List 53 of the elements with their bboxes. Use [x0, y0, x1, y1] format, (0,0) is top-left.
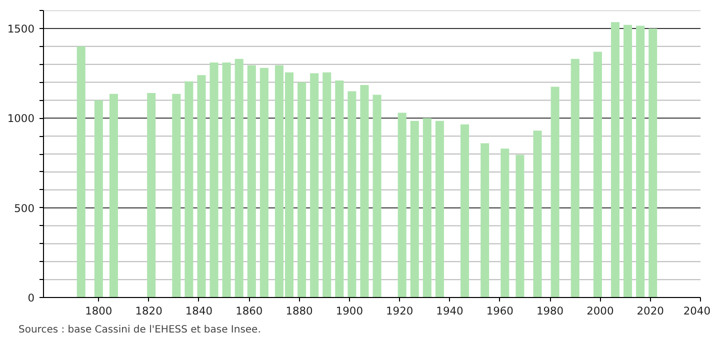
- bar: [624, 24, 632, 298]
- bar: [500, 148, 510, 298]
- y-tick-label: 1500: [7, 22, 35, 36]
- x-tick-label: 1860: [236, 304, 263, 318]
- bar: [298, 82, 306, 298]
- bar: [310, 73, 319, 298]
- bar: [260, 68, 268, 298]
- x-tick-label: 1820: [135, 304, 163, 318]
- bar: [76, 46, 86, 298]
- bar: [516, 154, 524, 298]
- bar: [147, 93, 156, 298]
- bar: [94, 100, 103, 298]
- bar: [360, 84, 369, 298]
- bar: [335, 80, 344, 298]
- x-tick-label: 2020: [636, 304, 664, 318]
- bar: [398, 112, 406, 298]
- x-tick-label: 2040: [683, 304, 710, 318]
- bar: [636, 26, 645, 298]
- bar: [234, 58, 244, 298]
- x-tick-label: 1880: [286, 304, 314, 318]
- x-tick-label: 1900: [336, 304, 364, 318]
- bar: [422, 118, 432, 298]
- bar: [460, 124, 470, 298]
- bar: [593, 52, 602, 298]
- x-tick-label: 1920: [386, 304, 414, 318]
- bar: [348, 91, 356, 298]
- x-tick-label: 1980: [536, 304, 564, 318]
- bar: [610, 22, 620, 298]
- bar: [247, 65, 256, 298]
- x-tick-label: 1940: [436, 304, 464, 318]
- x-tick-label: 1800: [85, 304, 112, 318]
- x-tick-label: 2000: [586, 304, 614, 318]
- bar: [550, 86, 560, 298]
- source-note: Sources : base Cassini de l'EHESS et base Insee.: [18, 324, 261, 336]
- bar: [435, 120, 444, 298]
- bar: [184, 81, 194, 298]
- bar: [197, 75, 206, 298]
- bar: [322, 72, 332, 298]
- bar: [372, 94, 382, 298]
- x-tick-label: 1840: [185, 304, 213, 318]
- y-tick-label: 0: [28, 292, 35, 304]
- y-tick-label: 500: [14, 202, 35, 215]
- bar: [648, 28, 658, 298]
- bar: [570, 58, 580, 298]
- bar: [480, 143, 490, 298]
- bar: [210, 62, 218, 298]
- bar: [109, 94, 118, 298]
- x-tick-label: 1960: [486, 304, 514, 318]
- bar: [222, 62, 231, 298]
- y-tick-label: 1000: [7, 112, 35, 126]
- bar: [172, 94, 181, 298]
- bar: [533, 130, 542, 298]
- bar: [410, 120, 419, 298]
